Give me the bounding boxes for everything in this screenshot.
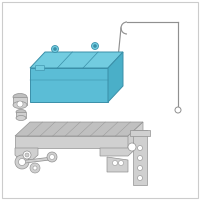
Polygon shape (108, 52, 123, 102)
Circle shape (138, 166, 142, 170)
Ellipse shape (16, 110, 26, 114)
Polygon shape (107, 157, 128, 172)
Bar (130, 130, 150, 136)
Ellipse shape (13, 94, 27, 100)
Polygon shape (15, 148, 38, 162)
Circle shape (30, 163, 40, 173)
Circle shape (23, 151, 31, 159)
Circle shape (50, 154, 54, 160)
Bar (133, 130, 147, 185)
Polygon shape (30, 68, 108, 102)
Circle shape (15, 155, 29, 169)
Circle shape (138, 146, 142, 150)
Circle shape (92, 43, 98, 49)
Circle shape (138, 176, 142, 180)
Circle shape (94, 45, 96, 47)
Circle shape (25, 153, 29, 157)
Circle shape (33, 166, 37, 170)
Circle shape (175, 107, 181, 113)
Ellipse shape (16, 116, 26, 120)
Bar (13, 97, 27, 105)
Circle shape (17, 101, 23, 107)
Circle shape (47, 152, 57, 162)
Polygon shape (30, 52, 123, 68)
Polygon shape (100, 134, 143, 156)
Circle shape (54, 47, 57, 50)
Circle shape (52, 46, 58, 52)
Circle shape (112, 160, 118, 166)
Bar (16, 112, 26, 118)
Polygon shape (15, 122, 143, 136)
Circle shape (118, 160, 124, 166)
FancyBboxPatch shape (36, 66, 44, 71)
Polygon shape (15, 136, 128, 148)
Circle shape (138, 156, 142, 160)
Polygon shape (128, 122, 143, 148)
Circle shape (128, 143, 136, 151)
Ellipse shape (13, 102, 27, 108)
Circle shape (18, 158, 26, 166)
